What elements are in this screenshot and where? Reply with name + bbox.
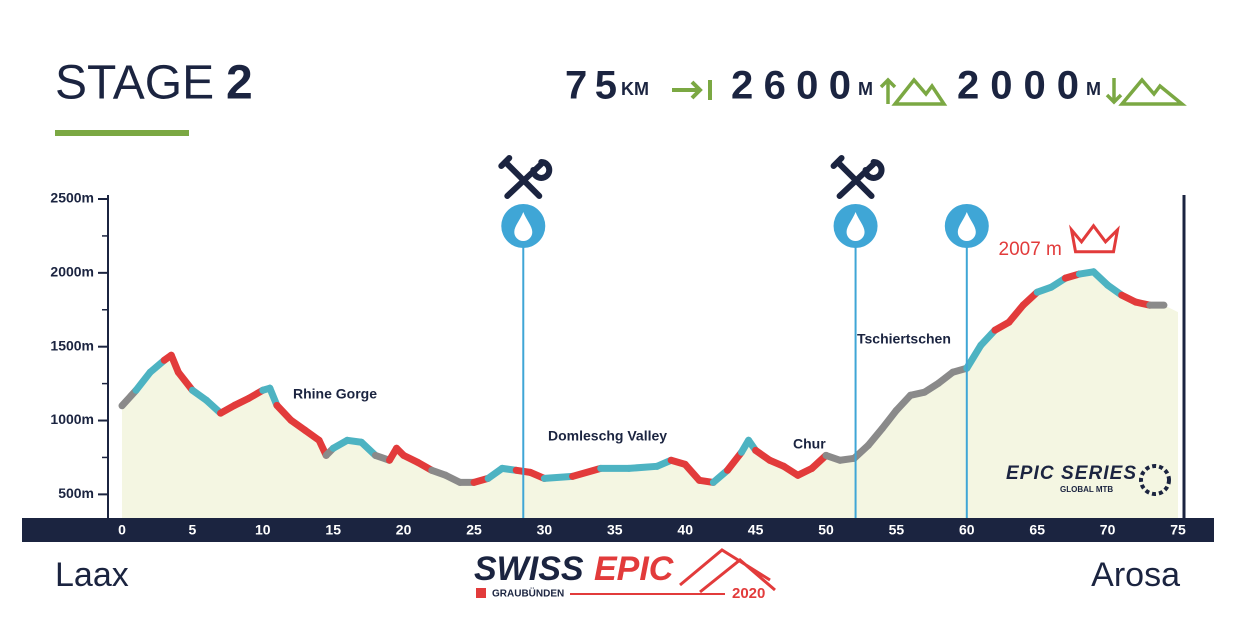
distance-unit: KM [621,79,649,99]
region-label: Domleschg Valley [548,428,667,444]
water-drop [957,212,976,241]
x-tick-label: 75 [1170,522,1186,538]
x-axis-band [22,518,1214,542]
logo-epic: EPIC [594,550,674,588]
logo-year: 2020 [732,585,765,602]
stage-number: 2 [226,57,253,110]
logo-region: GRAUBÜNDEN [492,587,564,600]
descent-unit: M [1086,79,1101,99]
climb-icon [879,77,948,106]
start-place: Laax [55,556,129,594]
elevation-segment [864,424,886,449]
swiss-epic-logo: SWISS EPIC GRAUBÜNDEN 2020 [474,548,776,602]
x-tick-label: 60 [959,522,975,538]
x-tick-label: 0 [118,522,126,538]
descent: 2000 [957,64,1079,108]
water-drop [514,212,533,241]
x-tick-label: 65 [1029,522,1045,538]
tech-icon [498,155,553,199]
x-tick-label: 35 [607,522,623,538]
region-label: Tschiertschen [857,331,951,347]
x-tick-label: 55 [889,522,905,538]
climb-unit: M [858,79,873,99]
elevation-area [122,271,1178,518]
elevation-segment [174,368,196,394]
finish-place: Arosa [1091,556,1180,594]
x-tick-label: 10 [255,522,271,538]
y-tick-label: 2000m [50,264,94,280]
region-label: Rhine Gorge [293,386,377,402]
logo-swiss: SWISS [474,550,584,588]
series-name: EPIC SERIES [1006,463,1136,484]
y-tick-label: 500m [58,485,94,501]
elevation-segment [878,406,900,432]
water-drop [846,212,865,241]
title-underline [55,130,189,136]
x-tick-label: 45 [748,522,764,538]
peak-label: 2007 m [999,239,1062,260]
y-tick-label: 1500m [50,337,94,353]
y-tick-label: 1000m [50,411,94,427]
elevation-segment [132,368,154,394]
x-tick-label: 70 [1100,522,1116,538]
x-tick-label: 5 [189,522,197,538]
elevation-segment [723,448,746,474]
series-sub: GLOBAL MTB [1060,485,1113,494]
tech-icon [830,155,885,199]
stage-word: STAGE [55,57,214,110]
elevation-segment [625,462,661,472]
epic-series-logo: EPIC SERIES GLOBAL MTB [1006,463,1171,496]
x-tick-label: 25 [466,522,482,538]
elevation-segment [963,341,985,372]
x-tick-label: 20 [396,522,412,538]
x-tick-label: 15 [325,522,341,538]
x-tick-label: 40 [677,522,693,538]
climb: 2600 [731,64,851,108]
elevation-segment [569,464,605,480]
region-label: Chur [793,436,826,452]
elevation-segment [540,472,577,482]
x-tick-label: 30 [537,522,553,538]
distance-icon [672,80,712,100]
elevation-segment [1005,301,1027,326]
y-tick-label: 2500m [50,190,94,206]
peak-crown [1069,223,1120,254]
elevation-segment [681,460,703,484]
x-tick-label: 50 [818,522,834,538]
distance: 75 [565,64,617,108]
descent-icon [1105,77,1187,106]
